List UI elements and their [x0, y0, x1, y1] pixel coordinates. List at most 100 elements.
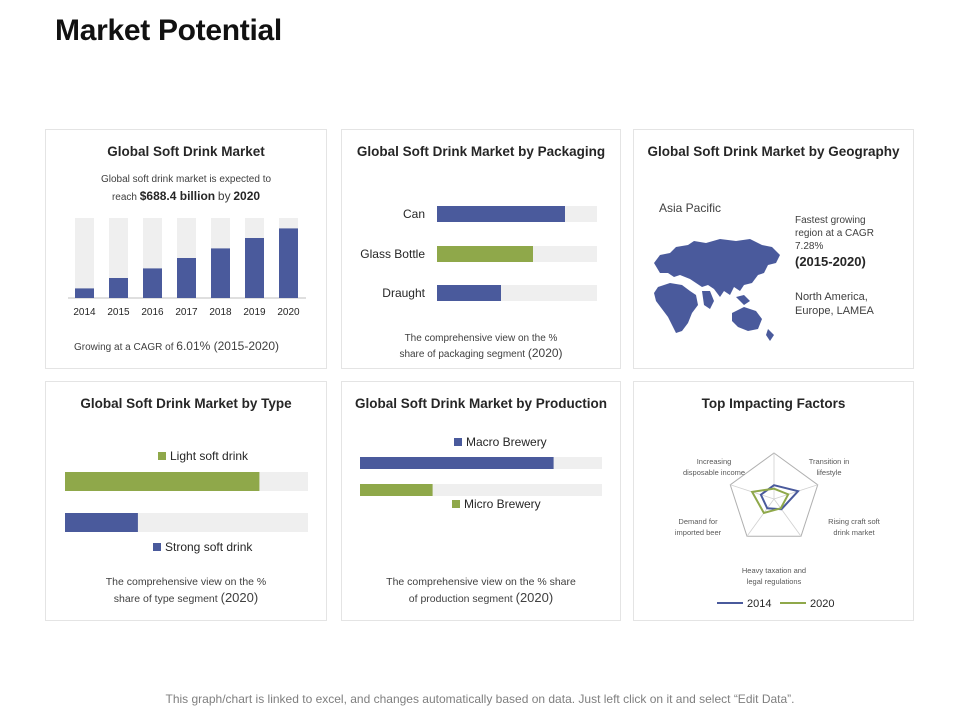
production-note-line2: of production segment (2020)	[342, 590, 620, 607]
geo-others-line2: Europe, LAMEA	[795, 305, 874, 317]
production-note-line1: The comprehensive view on the % share	[386, 576, 576, 588]
geo-region-label: Asia Pacific	[659, 201, 722, 215]
radar-axis-label: Heavy taxation and	[742, 566, 806, 575]
packaging-bar-chart[interactable]: Can Glass Bottle Draught	[342, 190, 622, 310]
geo-period: (2015-2020)	[795, 254, 866, 269]
australia-shape	[732, 307, 762, 331]
radar-axis-label: Transition in	[809, 457, 850, 466]
category-label: Draught	[382, 286, 425, 300]
radar-axis-label: Rising craft soft	[828, 517, 881, 526]
bar	[360, 484, 433, 496]
geo-others-line1: North America,	[795, 291, 868, 303]
production-note-line2-text: of production segment	[408, 593, 513, 605]
type-note-line2-text: share of type segment	[113, 593, 218, 605]
page-title: Market Potential	[55, 14, 282, 47]
legend-label: Macro Brewery	[466, 435, 547, 449]
newzealand-shape	[766, 329, 774, 341]
x-tick-label: 2016	[141, 307, 164, 318]
x-tick-label: 2015	[107, 307, 130, 318]
card-type-title: Global Soft Drink Market by Type	[80, 396, 292, 411]
x-tick-label: 2017	[175, 307, 198, 318]
category-label: Glass Bottle	[360, 247, 425, 261]
geo-others: North America, Europe, LAMEA	[795, 290, 874, 318]
bar	[211, 248, 230, 298]
bar-track	[75, 218, 94, 298]
footer-note: This graph/chart is linked to excel, and…	[165, 692, 795, 706]
production-note: The comprehensive view on the % share of…	[342, 575, 620, 607]
x-tick-label: 2019	[243, 307, 266, 318]
x-tick-label: 2014	[73, 307, 96, 318]
legend-label: Micro Brewery	[464, 497, 541, 511]
legend-label-2014: 2014	[747, 598, 771, 610]
market-year: 2020	[233, 189, 261, 203]
card-production: Global Soft Drink Market by Production M…	[341, 381, 621, 621]
radar-axis-label: legal regulations	[747, 577, 802, 586]
packaging-note: The comprehensive view on the % share of…	[342, 331, 620, 362]
radar-spoke	[773, 498, 802, 537]
bar	[437, 285, 501, 301]
geo-fastest-line2: region at a CAGR	[795, 228, 874, 239]
radar-axis-label: imported beer	[675, 528, 722, 537]
market-cagr-value: 6.01% (2015-2020)	[176, 339, 280, 353]
legend-swatch	[158, 452, 166, 460]
type-note-line2: share of type segment (2020)	[46, 590, 326, 607]
packaging-note-line2-text: share of packaging segment	[399, 349, 526, 360]
card-factors: Top Impacting Factors Increasing disposab…	[633, 381, 914, 621]
bar	[109, 278, 128, 298]
eurasia-shape	[654, 239, 780, 297]
card-type: Global Soft Drink Market by Type Light s…	[45, 381, 327, 621]
bar	[143, 268, 162, 298]
type-note-line1: The comprehensive view on the %	[105, 576, 267, 588]
radar-axis-label: Increasing	[697, 457, 732, 466]
radar-axis-label: lifestyle	[816, 468, 841, 477]
market-desc-reach: reach	[111, 192, 137, 203]
legend-swatch	[452, 500, 460, 508]
card-market-title: Global Soft Drink Market	[107, 144, 265, 159]
radar-series-2020	[750, 487, 790, 515]
bar	[65, 472, 260, 491]
legend-swatch	[153, 543, 161, 551]
bar	[360, 457, 554, 469]
legend-label: Light soft drink	[170, 449, 249, 463]
radar-axis-label: drink market	[833, 528, 875, 537]
packaging-note-line1: The comprehensive view on the %	[404, 333, 558, 344]
radar-spoke	[773, 484, 818, 500]
x-tick-label: 2018	[209, 307, 232, 318]
packaging-note-year: (2020)	[527, 346, 563, 360]
radar-series-2014	[759, 484, 800, 511]
type-bar-chart[interactable]: Light soft drink Strong soft drink	[46, 442, 328, 562]
card-market: Global Soft Drink Market Global soft dri…	[45, 129, 327, 369]
market-description-line1: Global soft drink market is expected to	[100, 174, 272, 185]
market-desc-by: by	[217, 189, 231, 203]
bar	[177, 258, 196, 298]
radar-grid-ring	[729, 452, 819, 537]
geo-fastest-line3: 7.28%	[795, 241, 824, 252]
market-cagr-prefix: Growing at a CAGR of	[74, 342, 174, 353]
bar	[245, 238, 264, 298]
radar-axis-label: disposable income	[683, 468, 745, 477]
legend-swatch	[454, 438, 462, 446]
card-packaging-title: Global Soft Drink Market by Packaging	[356, 144, 606, 159]
radar-axis-label: Demand for	[678, 517, 718, 526]
card-packaging: Global Soft Drink Market by Packaging Ca…	[341, 129, 621, 369]
legend-label-2020: 2020	[810, 598, 834, 610]
market-cagr: Growing at a CAGR of 6.01% (2015-2020)	[74, 339, 279, 355]
market-description: Global soft drink market is expected to …	[46, 172, 326, 206]
factors-radar-chart[interactable]: Increasing disposable income Transition in…	[634, 422, 915, 618]
type-note: The comprehensive view on the % share of…	[46, 575, 326, 607]
packaging-note-line2: share of packaging segment (2020)	[342, 346, 620, 362]
market-amount: $688.4 billion	[139, 189, 216, 203]
market-bar-chart[interactable]: 2014 2015 2016 2017 2018 2019 2020	[46, 210, 328, 320]
islands-shape	[736, 295, 750, 305]
production-bar-chart[interactable]: Macro Brewery Micro Brewery	[342, 432, 622, 522]
radar-spoke	[746, 498, 775, 537]
market-description-line2: reach $688.4 billion by 2020	[46, 188, 326, 206]
japan-shape	[758, 261, 766, 271]
legend-label: Strong soft drink	[165, 540, 253, 554]
card-factors-title: Top Impacting Factors	[701, 396, 846, 411]
world-map-image	[654, 239, 780, 341]
category-label: Can	[403, 207, 425, 221]
geo-fastest: Fastest growing region at a CAGR 7.28%	[795, 214, 874, 253]
india-shape	[702, 291, 714, 309]
type-note-year: (2020)	[220, 590, 259, 605]
